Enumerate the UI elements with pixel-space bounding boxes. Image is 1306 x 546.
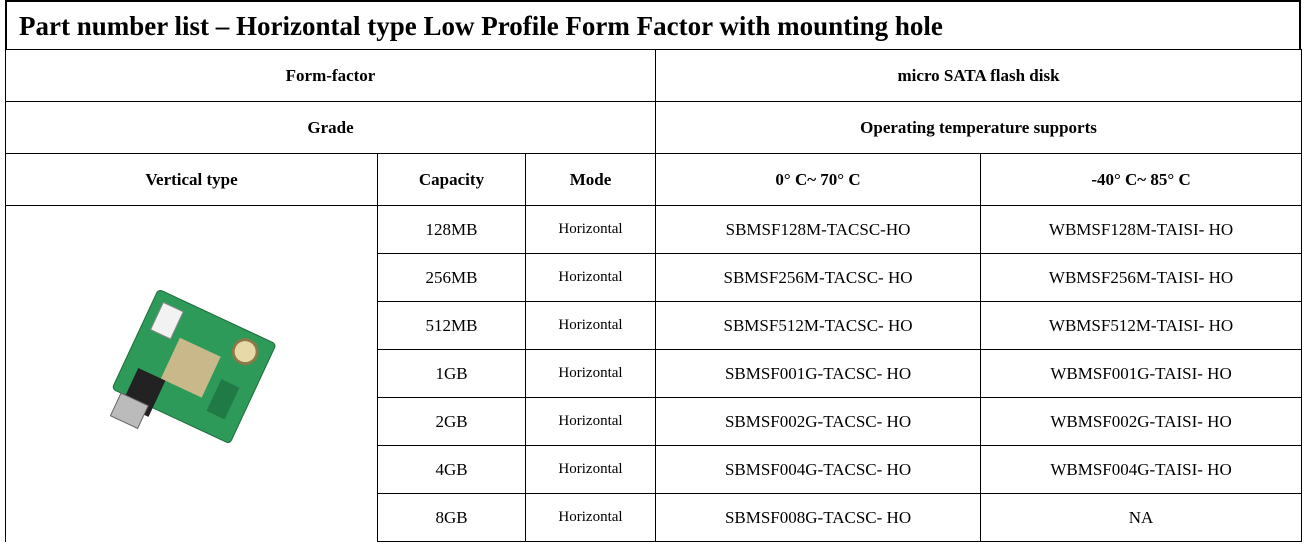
top-label: Form-factor <box>4 49 657 102</box>
part-number-commercial: SBMSF004G-TACSC- HO <box>655 445 982 494</box>
data-row: 8GB Horizontal SBMSF008G-TACSC- HO NA <box>6 493 1303 542</box>
part-table: Form-factor micro SATA flash disk Grade Ope… <box>4 49 1303 542</box>
part-number-commercial: SBMSF001G-TACSC- HO <box>655 349 982 398</box>
product-image-cell <box>5 205 378 542</box>
data-row: 4GB Horizontal SBMSF004G-TACSC- HO WBMSF004… <box>6 445 1303 494</box>
part-number-commercial: SBMSF512M-TACSC- HO <box>655 301 982 350</box>
title: Part number list – Horizontal type Low P… <box>5 0 1301 49</box>
capacity: 2GB <box>377 397 526 446</box>
capacity: 1GB <box>377 349 526 398</box>
part-number-industrial: WBMSF512M-TAISI- HO <box>980 301 1303 350</box>
mode: Horizontal <box>524 205 657 254</box>
data-row: 2GB Horizontal SBMSF002G-TACSC- HO WBMSF002… <box>6 397 1303 446</box>
part-number-industrial: WBMSF001G-TAISI- HO <box>980 349 1303 398</box>
top-value: micro SATA flash disk <box>655 49 1303 102</box>
part-number-industrial: WBMSF002G-TAISI- HO <box>980 397 1303 446</box>
part-number-commercial: SBMSF008G-TACSC- HO <box>655 493 982 542</box>
page: Part number list – Horizontal type Low P… <box>4 0 1303 542</box>
mode: Horizontal <box>524 493 657 542</box>
header-cell: -40° C~ 85° C <box>980 153 1303 206</box>
top-label: Grade <box>4 101 657 154</box>
capacity: 256MB <box>377 253 526 302</box>
mode: Horizontal <box>524 397 657 446</box>
product-image <box>109 290 275 444</box>
mode: Horizontal <box>524 253 657 302</box>
top-value: Operating temperature supports <box>655 101 1303 154</box>
mode: Horizontal <box>524 301 657 350</box>
capacity: 128MB <box>377 205 526 254</box>
capacity: 4GB <box>377 445 526 494</box>
top-row: Grade Operating temperature supports <box>4 101 1303 154</box>
data-row: 256MB Horizontal SBMSF256M-TACSC- HO WBMSF2… <box>6 253 1303 302</box>
header-cell: 0° C~ 70° C <box>655 153 982 206</box>
part-number-commercial: SBMSF128M-TACSC-HO <box>655 205 982 254</box>
top-row: Form-factor micro SATA flash disk <box>4 49 1303 102</box>
header-cell: Vertical type <box>5 153 378 206</box>
part-number-industrial: WBMSF004G-TAISI- HO <box>980 445 1303 494</box>
data-row: 128MB Horizontal SBMSF128M-TACSC-HO WBMSF12… <box>5 205 1303 542</box>
capacity: 512MB <box>377 301 526 350</box>
part-number-industrial: WBMSF128M-TAISI- HO <box>980 205 1303 254</box>
mode: Horizontal <box>524 445 657 494</box>
mode: Horizontal <box>524 349 657 398</box>
part-number-industrial: WBMSF256M-TAISI- HO <box>980 253 1303 302</box>
part-number-industrial: NA <box>980 493 1303 542</box>
data-row: 1GB Horizontal SBMSF001G-TACSC- HO WBMSF001… <box>6 349 1303 398</box>
part-number-commercial: SBMSF002G-TACSC- HO <box>655 397 982 446</box>
capacity: 8GB <box>377 493 526 542</box>
part-number-commercial: SBMSF256M-TACSC- HO <box>655 253 982 302</box>
data-row: 512MB Horizontal SBMSF512M-TACSC- HO WBMSF5… <box>6 301 1303 350</box>
header-row: Vertical type Capacity Mode 0° C~ 70° C -40°… <box>5 153 1303 206</box>
header-cell: Mode <box>524 153 657 206</box>
header-cell: Capacity <box>377 153 526 206</box>
